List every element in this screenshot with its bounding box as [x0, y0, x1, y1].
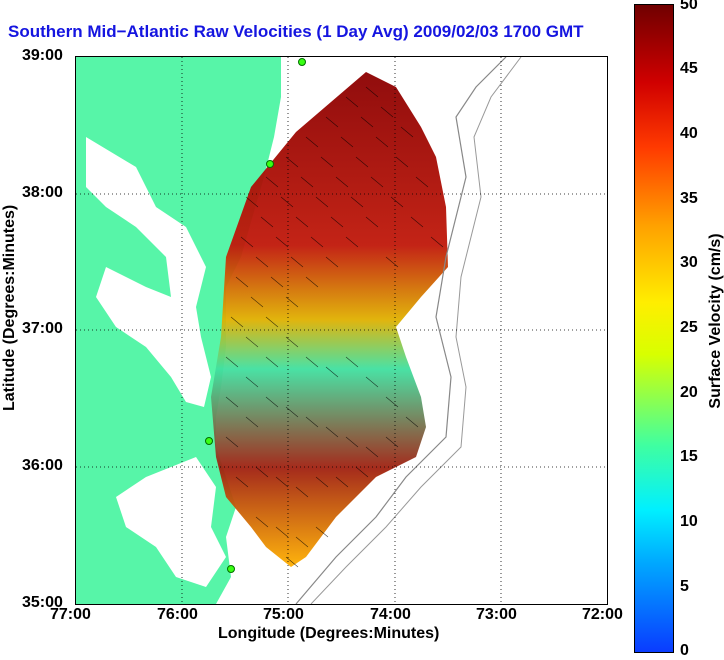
- colorbar-tick: 50: [680, 0, 698, 13]
- x-tick: 72:00: [582, 606, 623, 623]
- x-tick: 75:00: [263, 606, 304, 623]
- bathymetry-contour: [295, 57, 507, 604]
- colorbar-tick: 15: [680, 448, 698, 465]
- colorbar-tick: 45: [680, 60, 698, 77]
- velocity-map[interactable]: [75, 56, 608, 605]
- colorbar-tick: 30: [680, 254, 698, 271]
- chesapeake-bay: [86, 137, 211, 407]
- grid-lines: [76, 57, 607, 604]
- y-tick: 39:00: [22, 47, 63, 64]
- x-axis-title: Longitude (Degrees:Minutes): [218, 625, 440, 642]
- colorbar-tick: 5: [680, 578, 689, 595]
- x-tick: 73:00: [476, 606, 517, 623]
- map-title: Southern Mid−Atlantic Raw Velocities (1 …: [8, 22, 584, 41]
- y-axis-title: Latitude (Degrees:Minutes): [1, 204, 18, 411]
- colorbar-tick: 0: [680, 642, 689, 659]
- colorbar-tick: 25: [680, 319, 698, 336]
- x-tick: 77:00: [50, 606, 91, 623]
- velocity-vectors: [225, 86, 444, 568]
- velocity-field: [211, 72, 448, 567]
- bathymetry-contour-2: [310, 57, 522, 604]
- pamlico-sound: [116, 457, 226, 587]
- x-tick: 76:00: [157, 606, 198, 623]
- y-tick: 38:00: [22, 184, 63, 201]
- y-tick: 37:00: [22, 320, 63, 337]
- colorbar: [634, 4, 674, 653]
- colorbar-title: Surface Velocity (cm/s): [707, 233, 724, 409]
- colorbar-tick: 10: [680, 513, 698, 530]
- colorbar-tick: 20: [680, 384, 698, 401]
- colorbar-tick: 35: [680, 190, 698, 207]
- station-marker-icon: [205, 58, 306, 573]
- y-tick: 35:00: [22, 594, 63, 611]
- colorbar-tick: 40: [680, 125, 698, 142]
- y-tick: 36:00: [22, 457, 63, 474]
- x-tick: 74:00: [370, 606, 411, 623]
